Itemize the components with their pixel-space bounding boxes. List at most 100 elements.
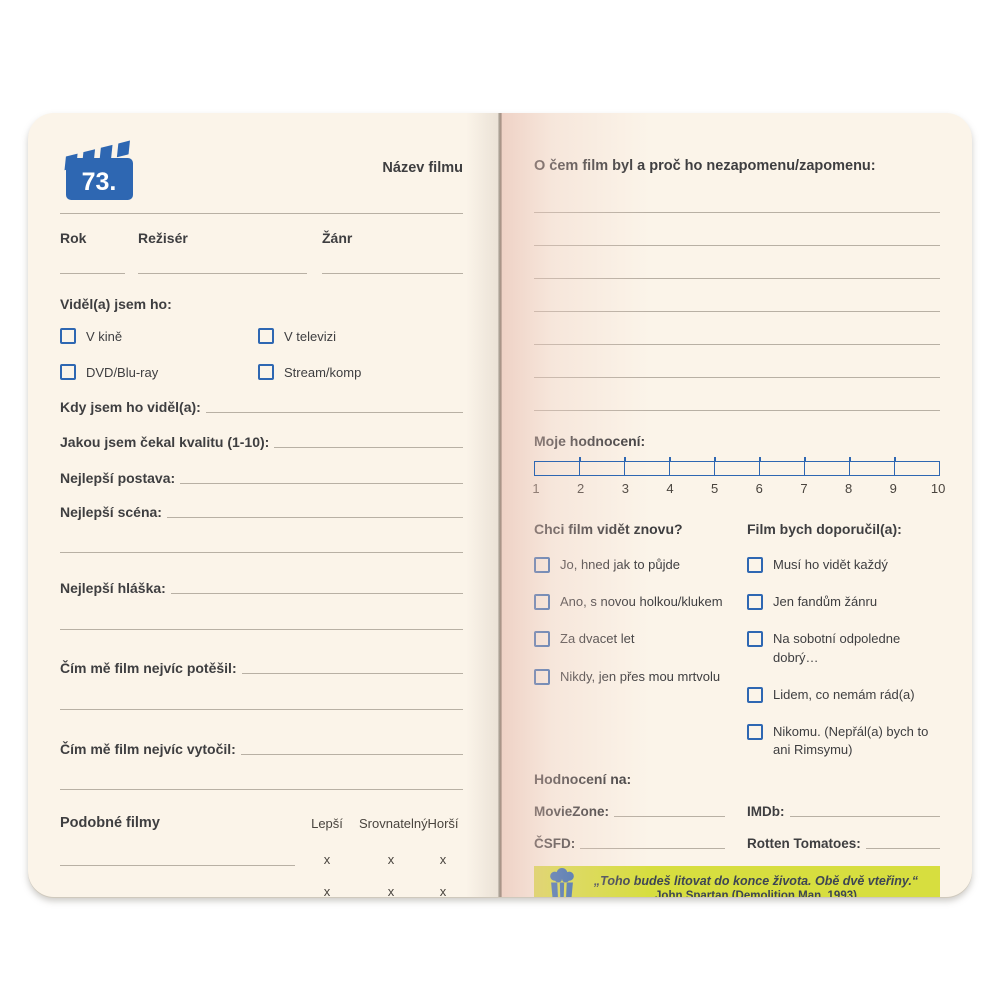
scale-number: 10 xyxy=(930,481,946,496)
film-title-label: Název filmu xyxy=(382,160,463,176)
right-page: O čem film byl a proč ho nezapomenu/zapo… xyxy=(500,113,972,897)
when-seen-label: Kdy jsem ho viděl(a): xyxy=(60,399,201,415)
movie-quote: „Toho budeš litovat do konce života. Obě… xyxy=(593,873,919,888)
recommend-option: Jen fandům žánru xyxy=(747,593,940,611)
writing-line xyxy=(614,816,725,818)
checkbox[interactable] xyxy=(534,557,550,573)
mark-comparable[interactable]: x xyxy=(387,852,395,867)
opinion-columns: Chci film vidět znovu? Jo, hned jak to p… xyxy=(534,521,940,759)
writing-line xyxy=(580,848,725,850)
scale-number: 4 xyxy=(666,481,674,496)
director-field: Režisér xyxy=(138,230,307,274)
see-again-option: Ano, s novou holkou/klukem xyxy=(534,593,747,611)
director-label: Režisér xyxy=(138,230,188,246)
see-again-option: Jo, hned jak to půjde xyxy=(534,556,747,574)
mark-better[interactable]: x xyxy=(323,852,331,867)
pleased-label: Čím mě film nejvíc potěšil: xyxy=(60,660,237,676)
writing-line xyxy=(534,378,940,411)
checkbox[interactable] xyxy=(747,723,763,740)
checkbox[interactable] xyxy=(747,557,763,573)
year-field: Rok xyxy=(60,230,125,274)
checkbox[interactable] xyxy=(60,364,76,380)
writing-line xyxy=(534,213,940,246)
writing-line xyxy=(205,412,463,413)
popcorn-icon xyxy=(550,867,574,897)
writing-line xyxy=(60,629,463,630)
writing-line xyxy=(274,447,463,448)
year-label: Rok xyxy=(60,230,87,246)
writing-line xyxy=(60,852,295,866)
scale-number: 7 xyxy=(800,481,808,496)
writing-line xyxy=(240,754,463,755)
column-comparable: Srovnatelný xyxy=(359,816,428,831)
clapperboard-icon: 73. xyxy=(64,140,133,200)
scale-number: 1 xyxy=(532,481,540,496)
checkbox[interactable] xyxy=(258,364,274,380)
similar-films-label: Podobné filmy xyxy=(60,815,160,831)
best-character-label: Nejlepší postava: xyxy=(60,470,176,486)
scale-number: 6 xyxy=(755,481,763,496)
see-again-column: Chci film vidět znovu? Jo, hned jak to p… xyxy=(534,521,747,759)
recommend-option: Musí ho vidět každý xyxy=(747,556,940,574)
csfd-row: ČSFD: xyxy=(534,836,725,851)
seen-option-tv: V televizi xyxy=(258,328,463,344)
checkbox[interactable] xyxy=(258,328,274,344)
writing-line xyxy=(534,246,940,279)
ruler-segment xyxy=(850,456,896,475)
about-writing-area xyxy=(534,182,940,411)
film-meta-fields: Rok Režisér Žánr xyxy=(60,230,463,274)
similar-films-header: Podobné filmy Lepší Srovnatelný Horší xyxy=(60,815,463,831)
checkbox[interactable] xyxy=(747,594,763,611)
checkbox-label: Stream/komp xyxy=(284,364,362,380)
moviezone-row: MovieZone: xyxy=(534,804,725,819)
pleased-row: Čím mě film nejvíc potěšil: xyxy=(60,660,463,676)
scale-number: 3 xyxy=(621,481,629,496)
quote-banner: „Toho budeš litovat do konce života. Obě… xyxy=(534,866,940,897)
mark-worse[interactable]: x xyxy=(439,884,447,897)
best-scene-row: Nejlepší scéna: xyxy=(60,504,463,520)
checkbox[interactable] xyxy=(534,631,550,648)
seen-heading: Viděl(a) jsem ho: xyxy=(60,296,172,312)
writing-line xyxy=(60,789,463,790)
writing-line xyxy=(865,848,940,850)
checkbox-label: Musí ho vidět každý xyxy=(773,557,888,572)
see-again-heading: Chci film vidět znovu? xyxy=(534,521,683,537)
mark-worse[interactable]: x xyxy=(439,852,447,867)
genre-line xyxy=(322,273,463,274)
checkbox-label: DVD/Blu-ray xyxy=(86,364,159,380)
ruler-segment xyxy=(760,456,806,475)
ruler-segment xyxy=(580,456,626,475)
mark-better[interactable]: x xyxy=(323,884,331,897)
checkbox[interactable] xyxy=(60,328,76,344)
see-again-option: Za dvacet let xyxy=(534,630,747,648)
mark-comparable[interactable]: x xyxy=(387,884,395,897)
writing-line xyxy=(180,483,463,484)
checkbox[interactable] xyxy=(534,594,550,611)
checkbox[interactable] xyxy=(747,631,763,648)
rating-scale-ruler[interactable] xyxy=(534,456,940,476)
writing-line xyxy=(241,673,463,674)
checkbox-label: Jo, hned jak to půjde xyxy=(560,557,680,572)
checkbox-label: V televizi xyxy=(284,328,337,344)
expected-quality-label: Jakou jsem čekal kvalitu (1-10): xyxy=(60,434,270,450)
quote-attribution: John Spartan (Demolition Man, 1993) xyxy=(655,889,857,897)
year-line xyxy=(60,273,125,274)
checkbox[interactable] xyxy=(534,668,550,685)
rating-heading: Moje hodnocení: xyxy=(534,433,646,449)
writing-line xyxy=(534,182,940,213)
best-character-row: Nejlepší postava: xyxy=(60,470,463,486)
annoyed-row: Čím mě film nejvíc vytočil: xyxy=(60,741,463,757)
see-again-option: Nikdy, jen přes mou mrtvolu xyxy=(534,668,747,686)
writing-line xyxy=(534,345,940,378)
scale-number: 8 xyxy=(844,481,853,496)
recommend-column: Film bych doporučil(a): Musí ho vidět ka… xyxy=(747,521,940,759)
best-quote-label: Nejlepší hláška: xyxy=(60,580,166,596)
writing-line xyxy=(534,279,940,312)
ruler-segment xyxy=(805,456,851,475)
checkbox[interactable] xyxy=(747,686,763,703)
recommend-option: Nikomu. (Nepřál(a) bych to ani Rimsymu) xyxy=(747,723,940,759)
checkbox-label: Za dvacet let xyxy=(560,631,635,647)
seen-options: V kině V televizi DVD/Blu-ray Stream/kom… xyxy=(60,328,463,380)
checkbox-label: Nikomu. (Nepřál(a) bych to ani Rimsymu) xyxy=(773,723,929,758)
scale-number: 5 xyxy=(711,481,719,496)
